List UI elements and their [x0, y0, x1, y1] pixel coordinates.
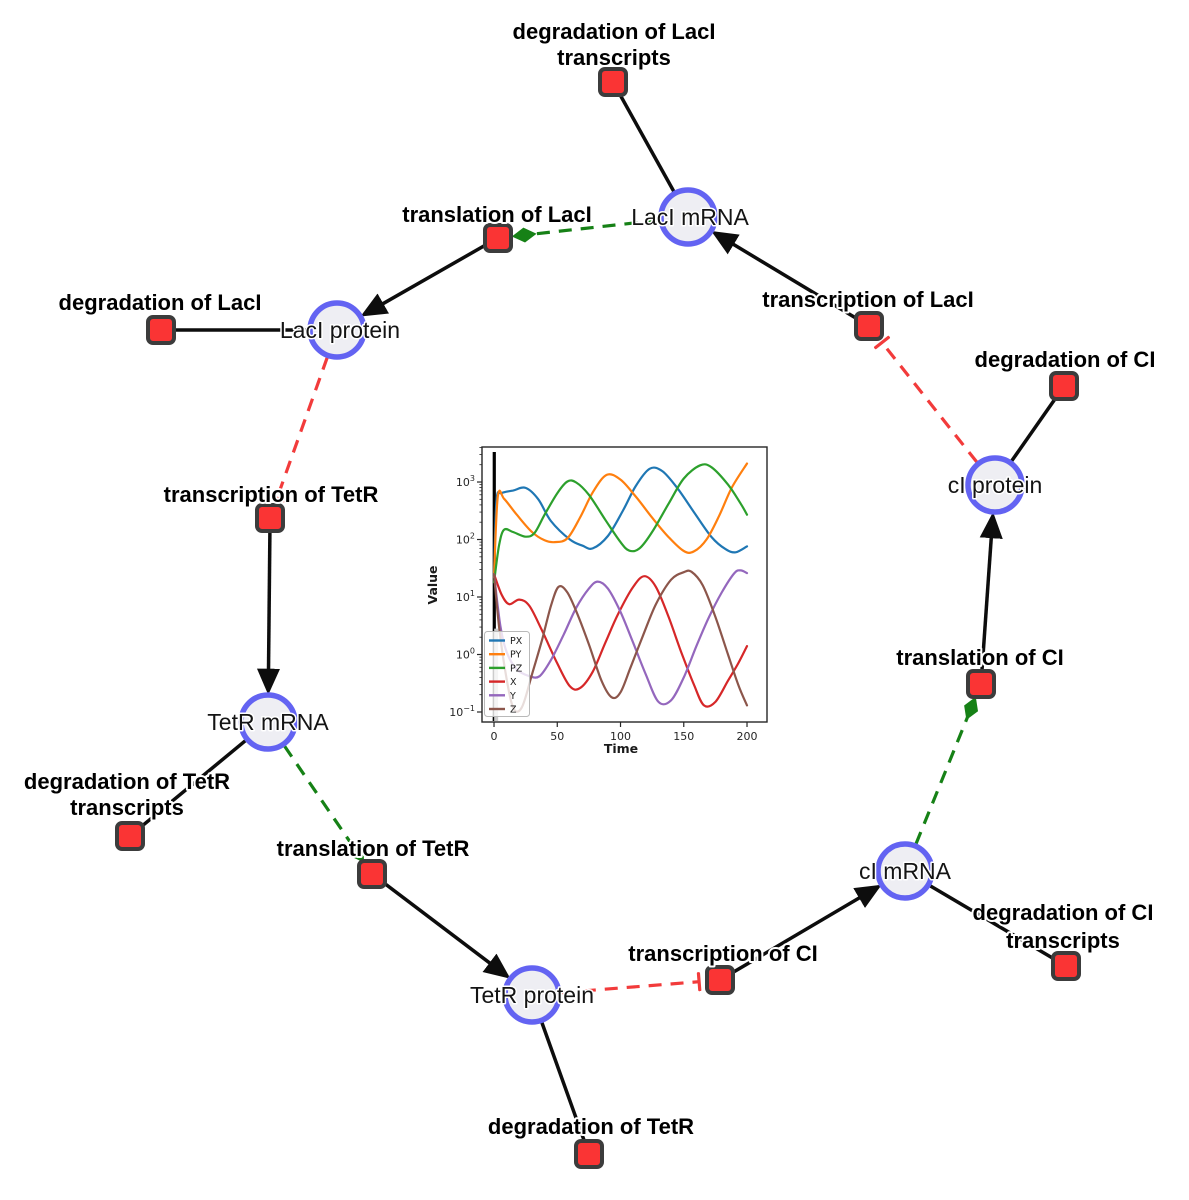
label-laci-mrna: LacI mRNA [631, 204, 749, 230]
chart-curve-PY [492, 462, 749, 579]
chart-curve-X [492, 573, 749, 708]
label-tetr-protein: TetR protein [470, 982, 594, 1008]
label-tetr-mrna: TetR mRNA [207, 709, 329, 735]
reaction-node-degradation-laci[interactable] [146, 315, 176, 345]
edge-layer [138, 92, 1059, 1143]
reaction-node-degradation-ci-transcripts[interactable] [1051, 951, 1081, 981]
species-node-ci-mrna[interactable] [875, 841, 935, 901]
legend-label-X: X [510, 677, 517, 688]
label-transcription-laci: transcription of LacI [762, 287, 973, 312]
label-transcription-ci: transcription of CI [628, 941, 817, 966]
plot-xtick-label: 200 [737, 730, 758, 743]
reaction-node-translation-laci[interactable] [483, 223, 513, 253]
plot-xtick-label: 100 [610, 730, 631, 743]
plot-ytick-label: 101 [456, 589, 475, 604]
legend-label-Y: Y [509, 691, 516, 702]
species-node-laci-mrna[interactable] [658, 187, 718, 247]
edge-produce-translation_ci-to-ci_protein [979, 511, 1003, 671]
legend-label-Z: Z [510, 705, 517, 716]
timecourse-plot: 0 50 100 150 200 10−1 100 101 102 103 PX PY PZ XYZ Ti… [425, 446, 768, 756]
edge-inhibit-ci_protein-to-transcription_laci [874, 335, 979, 464]
edge-consume-ci_protein-to-deg_ci [1008, 395, 1059, 464]
label-translation-ci: translation of CI [896, 645, 1063, 670]
plot-legend: PX PY PZ XYZ [484, 631, 530, 717]
edge-produce-translation_tetr-to-tetr_protein [382, 881, 511, 979]
chart-curve-PZ [492, 463, 749, 584]
label-degradation-laci: degradation of LacI [59, 290, 262, 315]
legend-label-PZ: PZ [510, 663, 523, 674]
reaction-node-degradation-ci[interactable] [1049, 371, 1079, 401]
reaction-node-translation-ci[interactable] [966, 669, 996, 699]
edge-consume-tetr_protein-to-deg_tetr [539, 1019, 587, 1143]
reaction-node-translation-tetr[interactable] [357, 859, 387, 889]
plot-ytick-label: 103 [456, 474, 475, 489]
edge-produce-transcription_ci-to-ci_mrna [731, 884, 882, 975]
reaction-node-degradation-tetr-transcripts[interactable] [115, 821, 145, 851]
plot-ytick-label: 102 [456, 532, 475, 547]
edge-modifier-laci_mrna-to-translation_laci [511, 218, 660, 243]
label-degradation-ci: degradation of CI [975, 347, 1156, 372]
plot-ytick-label: 10−1 [449, 704, 475, 719]
label-degradation-tetr: degradation of TetR [488, 1114, 694, 1139]
edge-produce-translation_laci-to-laci_protein [360, 243, 487, 317]
label-translation-tetr: translation of TetR [277, 836, 470, 861]
plot-ytick-label: 100 [456, 647, 475, 662]
edge-consume-laci_mrna-to-deg_laci_transcripts [617, 92, 677, 195]
chart-curve-PX [492, 466, 749, 579]
label-translation-laci: translation of LacI [402, 202, 591, 227]
label-degradation-laci-transcripts-line2: transcripts [557, 45, 671, 70]
species-node-tetr-protein[interactable] [502, 965, 562, 1025]
reaction-node-degradation-tetr[interactable] [574, 1139, 604, 1169]
edge-consume-tetr_mrna-to-deg_tetr_transcripts [138, 737, 249, 830]
edge-modifier-tetr_mrna-to-translation_tetr [283, 744, 365, 863]
plot-legend-box [484, 631, 530, 717]
edge-produce-transcription_laci-to-laci_mrna [711, 230, 858, 321]
label-transcription-tetr: transcription of TetR [164, 482, 379, 507]
species-node-tetr-mrna[interactable] [238, 692, 298, 752]
plot-xtick-label: 50 [550, 730, 564, 743]
edge-produce-transcription_tetr-to-tetr_mrna [256, 531, 281, 695]
plot-ylabel: Value [425, 565, 440, 604]
edge-modifier-ci_mrna-to-translation_ci [914, 696, 979, 845]
label-degradation-tetr-transcripts-line2: transcripts [70, 795, 184, 820]
reaction-node-degradation-laci-transcripts[interactable] [598, 67, 628, 97]
label-laci-protein: LacI protein [280, 317, 400, 343]
label-degradation-ci-transcripts-line1: degradation of CI [973, 900, 1154, 925]
edge-consume-ci_mrna-to-deg_ci_transcripts [927, 883, 1056, 961]
plot-xlabel: Time [604, 741, 638, 756]
label-degradation-tetr-transcripts-line1: degradation of TetR [24, 769, 230, 794]
legend-label-PY: PY [510, 650, 522, 661]
label-degradation-laci-transcripts-line1: degradation of LacI [513, 19, 716, 44]
species-node-ci-protein[interactable] [965, 455, 1025, 515]
edge-inhibit-tetr_protein-to-transcription_ci [560, 972, 702, 995]
reaction-node-transcription-ci[interactable] [705, 965, 735, 995]
reaction-node-transcription-laci[interactable] [854, 311, 884, 341]
label-ci-protein: cI protein [948, 472, 1043, 498]
plot-xtick-label: 150 [673, 730, 694, 743]
legend-label-PX: PX [510, 636, 523, 647]
label-degradation-ci-transcripts-line2: transcripts [1006, 928, 1120, 953]
label-ci-mrna: cI mRNA [859, 858, 952, 884]
plot-xtick-label: 0 [491, 730, 498, 743]
edge-inhibit-laci_protein-to-transcription_tetr [267, 356, 329, 503]
species-node-laci-protein[interactable] [307, 300, 367, 360]
reaction-node-transcription-tetr[interactable] [255, 503, 285, 533]
